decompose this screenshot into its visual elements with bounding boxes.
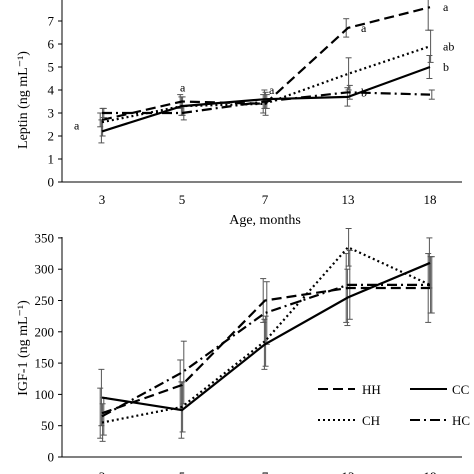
legend-item-hc: HC [410,413,470,428]
igf1-error-bars [97,228,435,442]
legend-label-hh: HH [362,382,381,397]
x-tick-label: 3 [99,192,106,207]
x-tick-label: 3 [99,469,106,474]
y-tick-label: 5 [48,60,55,75]
y-tick-label: 50 [41,418,54,433]
series-line-ch [101,45,431,124]
leptin-error-bars [97,0,435,144]
legend: HH CC CH HC [318,382,470,428]
legend-label-cc: CC [452,382,469,397]
legend-label-ch: CH [362,413,380,428]
igf1-series-lines [101,245,431,424]
y-tick-label: 350 [35,230,55,245]
series-line-cc [101,65,431,133]
y-tick-label: 7 [48,14,55,29]
significance-label: b [443,60,449,74]
y-tick-label: 150 [35,356,55,371]
leptin-ylabel: Leptin (ng mL⁻¹) [16,51,31,149]
series-line-hc [102,91,431,115]
y-tick-label: 0 [48,175,55,190]
leptin-axes: 0 1 2 3 4 5 6 7 3 5 7 13 18 [48,0,462,207]
series-line-hh [101,286,430,415]
x-tick-label: 13 [342,469,355,474]
leptin-series-lines [101,6,431,133]
leptin-chart: Leptin (ng mL⁻¹) Age, months 0 1 2 3 4 5 6 7 3 5 7… [16,0,462,228]
y-tick-label: 4 [48,83,55,98]
y-tick-label: 2 [48,129,55,144]
legend-item-ch: CH [318,413,380,428]
significance-label: a [74,118,80,132]
y-tick-label: 300 [35,262,55,277]
y-tick-label: 1 [48,152,55,167]
series-line-hh [101,6,431,121]
significance-label: a [443,0,449,14]
y-tick-label: 6 [48,37,55,52]
legend-label-hc: HC [452,413,470,428]
igf1-ylabel: IGF-1 (ng mL⁻¹) [16,300,31,396]
significance-label: a [269,83,275,97]
x-tick-label: 5 [179,469,186,474]
series-line-hc [101,283,430,418]
y-tick-label: 0 [48,450,55,465]
significance-label: ab [443,39,454,53]
significance-label: a [180,81,186,95]
y-tick-label: 100 [35,387,55,402]
x-tick-label: 5 [179,192,186,207]
igf1-axes: 0 50 100 150 200 250 300 350 3 5 7 13 18 [35,230,462,474]
significance-label: a [361,21,367,35]
x-tick-label: 7 [262,192,269,207]
legend-item-cc: CC [410,382,469,397]
y-tick-label: 250 [35,293,55,308]
igf1-chart: IGF-1 (ng mL⁻¹) 0 50 100 150 200 250 300 350 3 5 7… [16,228,470,474]
x-tick-label: 18 [424,192,437,207]
significance-label: b [361,85,367,99]
y-tick-label: 200 [35,324,55,339]
y-tick-label: 3 [48,106,55,121]
legend-item-hh: HH [318,382,381,397]
x-tick-label: 13 [342,192,355,207]
x-tick-label: 7 [262,469,269,474]
leptin-xlabel: Age, months [229,213,301,228]
x-tick-label: 18 [424,469,437,474]
